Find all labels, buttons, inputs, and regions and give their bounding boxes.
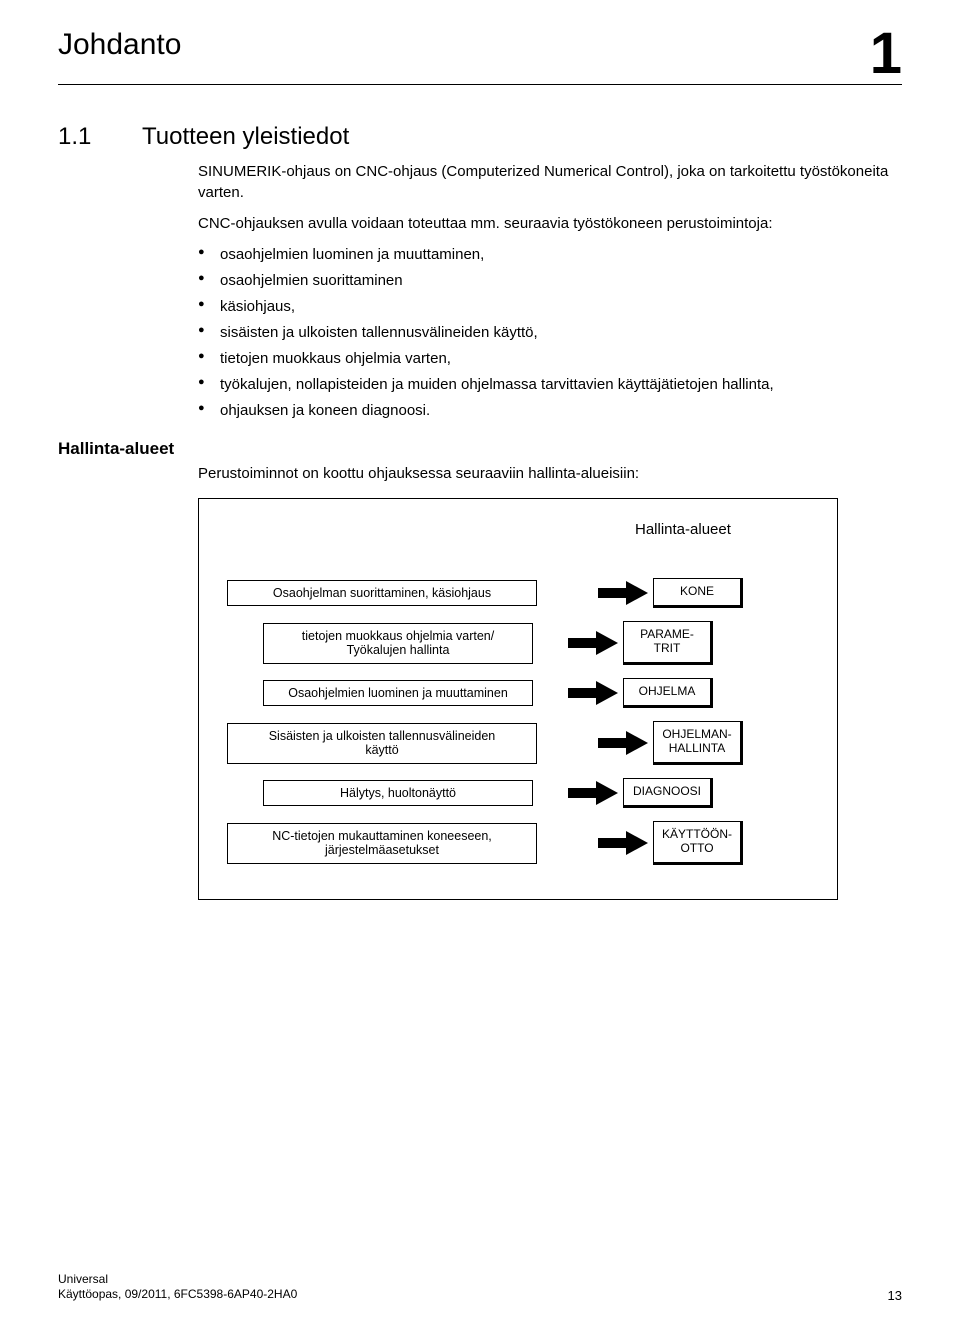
diagram-row: Osaohjelman suorittaminen, käsiohjaus KON… <box>227 575 809 611</box>
list-item: käsiohjaus, <box>198 296 892 317</box>
hallinta-diagram: Hallinta-alueet Osaohjelman suorittamine… <box>198 498 838 900</box>
arrow-icon <box>593 578 653 608</box>
intro-text: SINUMERIK-ohjaus on CNC-ohjaus (Computer… <box>198 161 892 421</box>
page-number: 13 <box>888 1288 902 1303</box>
list-item: osaohjelmien suorittaminen <box>198 270 892 291</box>
arrow-icon <box>563 678 623 708</box>
bullet-list: osaohjelmien luominen ja muuttaminen, os… <box>198 244 892 421</box>
list-item: työkalujen, nollapisteiden ja muiden ohj… <box>198 374 892 395</box>
chapter-header: Johdanto 1 <box>58 28 902 85</box>
footer-line1: Universal <box>58 1272 297 1288</box>
diagram-row: Sisäisten ja ulkoisten tallennusvälineid… <box>227 725 809 761</box>
paragraph: SINUMERIK-ohjaus on CNC-ohjaus (Computer… <box>198 161 892 203</box>
footer-line2: Käyttöopas, 09/2011, 6FC5398-6AP40-2HA0 <box>58 1287 297 1303</box>
diagram-left-box: NC-tietojen mukauttaminen koneeseen,järj… <box>227 823 537 864</box>
subsection-heading: Hallinta-alueet <box>58 439 174 458</box>
diagram-right-box: OHJELMAN-HALLINTA <box>653 721 743 765</box>
diagram-right-box: DIAGNOOSI <box>623 778 713 808</box>
diagram-row: tietojen muokkaus ohjelmia varten/Työkal… <box>227 625 809 661</box>
diagram-left-box: Sisäisten ja ulkoisten tallennusvälineid… <box>227 723 537 764</box>
diagram-left-box: Osaohjelman suorittaminen, käsiohjaus <box>227 580 537 606</box>
subsection-heading-row: Hallinta-alueet <box>58 439 902 459</box>
section-title: Tuotteen yleistiedot <box>142 123 349 151</box>
list-item: ohjauksen ja koneen diagnoosi. <box>198 400 892 421</box>
chapter-number: 1 <box>870 28 902 80</box>
diagram-right-box: KÄYTTÖÖN-OTTO <box>653 821 743 865</box>
diagram-left-box: tietojen muokkaus ohjelmia varten/Työkal… <box>263 623 533 664</box>
arrow-icon <box>593 828 653 858</box>
section-number: 1.1 <box>58 123 108 151</box>
paragraph: CNC-ohjauksen avulla voidaan toteuttaa m… <box>198 213 892 234</box>
list-item: osaohjelmien luominen ja muuttaminen, <box>198 244 892 265</box>
diagram-row: NC-tietojen mukauttaminen koneeseen,järj… <box>227 825 809 861</box>
list-item: tietojen muokkaus ohjelmia varten, <box>198 348 892 369</box>
diagram-right-box: PARAME-TRIT <box>623 621 713 665</box>
diagram-left-box: Hälytys, huoltonäyttö <box>263 780 533 806</box>
arrow-icon <box>563 628 623 658</box>
list-item: sisäisten ja ulkoisten tallennusvälineid… <box>198 322 892 343</box>
diagram-row: Osaohjelmien luominen ja muuttaminen OHJE… <box>227 675 809 711</box>
arrow-icon <box>593 728 653 758</box>
diagram-row: Hälytys, huoltonäyttö DIAGNOOSI <box>227 775 809 811</box>
page-footer: Universal Käyttöopas, 09/2011, 6FC5398-6… <box>58 1272 902 1303</box>
section-heading: 1.1 Tuotteen yleistiedot <box>58 123 902 151</box>
arrow-icon <box>563 778 623 808</box>
subsection-lead: Perustoiminnot on koottu ohjauksessa seu… <box>198 465 902 482</box>
chapter-title: Johdanto <box>58 28 181 62</box>
diagram-right-title: Hallinta-alueet <box>635 521 731 538</box>
diagram-left-box: Osaohjelmien luominen ja muuttaminen <box>263 680 533 706</box>
diagram-right-box: OHJELMA <box>623 678 713 708</box>
diagram-right-box: KONE <box>653 578 743 608</box>
